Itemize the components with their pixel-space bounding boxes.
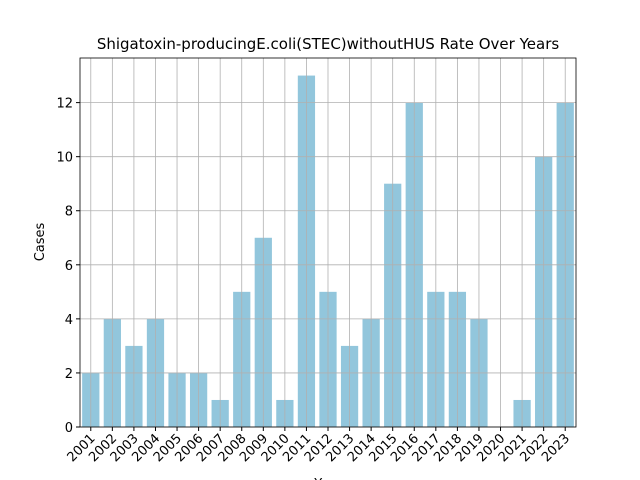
y-tick-label: 0 — [65, 421, 73, 436]
y-tick-label: 12 — [56, 97, 73, 112]
y-tick-label: 10 — [56, 151, 73, 166]
y-tick-label: 4 — [65, 313, 73, 328]
x-axis-label: Year — [313, 477, 342, 480]
y-tick-label: 6 — [65, 259, 73, 274]
y-tick-label: 8 — [65, 205, 73, 220]
plot-frame — [79, 57, 577, 428]
y-tick-label: 2 — [65, 367, 73, 382]
chart-title: Shigatoxin-producingE.coli(STEC)withoutH… — [97, 35, 560, 53]
y-axis-label: Cases — [33, 222, 48, 261]
